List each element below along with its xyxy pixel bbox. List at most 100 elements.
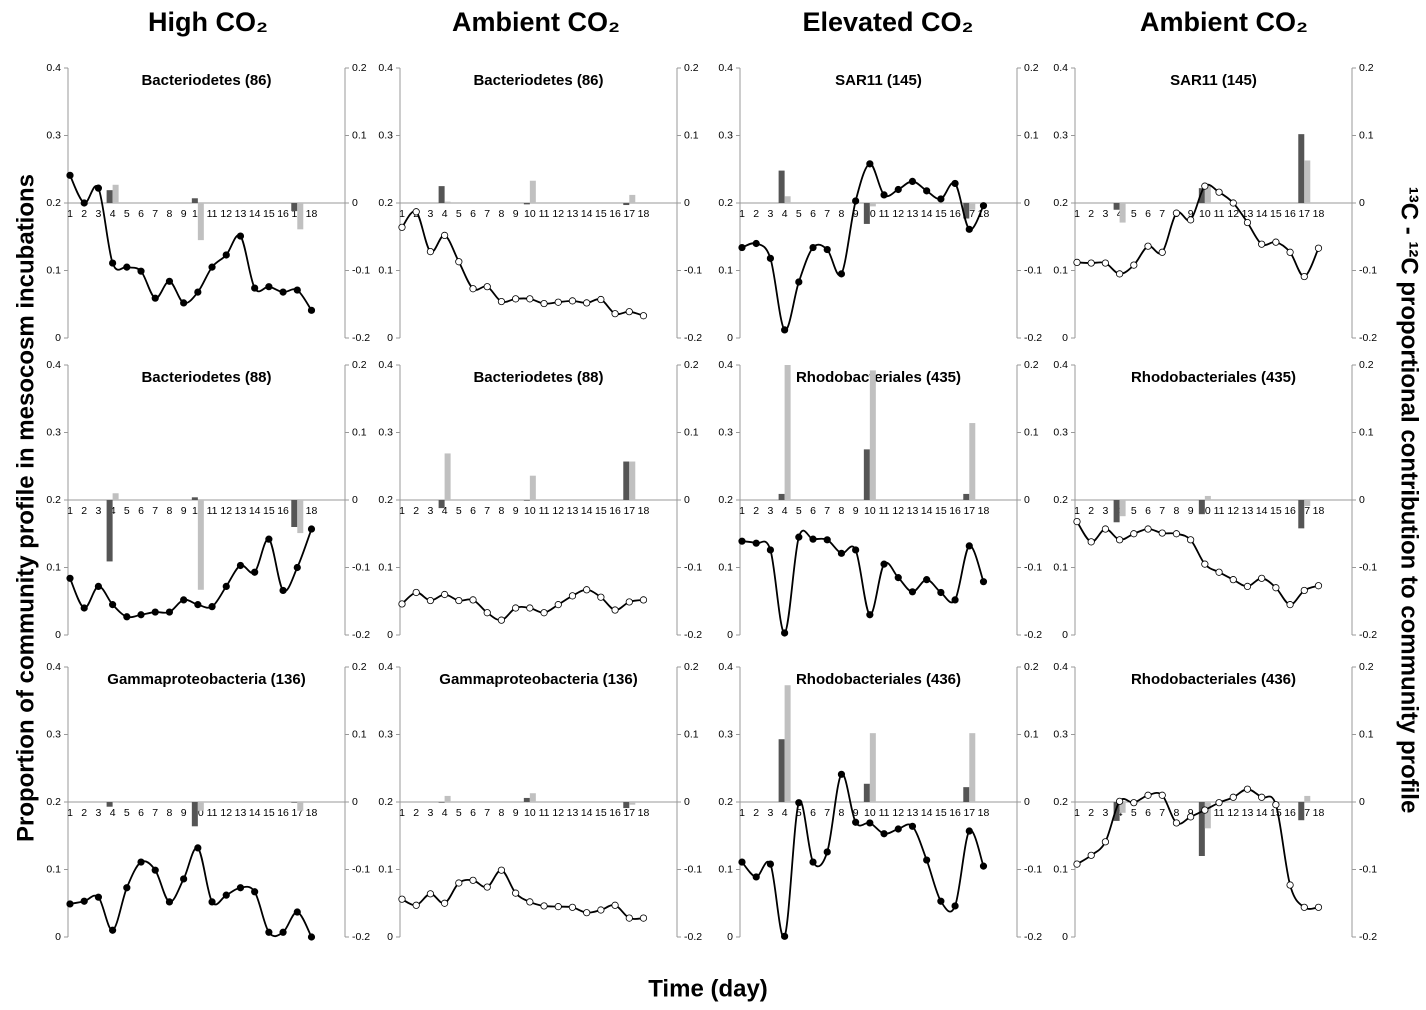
marker bbox=[1130, 530, 1138, 538]
x-tick-label: 11 bbox=[207, 505, 218, 517]
x-tick-label: 10 bbox=[864, 208, 876, 220]
x-tick-label: 16 bbox=[277, 807, 289, 819]
marker bbox=[1314, 903, 1323, 911]
x-tick-label: 14 bbox=[921, 807, 933, 819]
x-tick-label: 1 bbox=[1074, 505, 1080, 517]
marker bbox=[611, 606, 619, 614]
marker bbox=[526, 604, 534, 612]
y2-tick-label: -0.2 bbox=[352, 931, 370, 943]
x-tick-label: 7 bbox=[152, 505, 158, 517]
x-tick-label: 8 bbox=[499, 208, 505, 220]
y2-tick-label: 0.2 bbox=[684, 62, 699, 74]
panel-title: Bacteriodetes (86) bbox=[473, 72, 603, 89]
x-tick-label: 7 bbox=[152, 807, 158, 819]
x-tick-label: 11 bbox=[207, 807, 218, 819]
x-tick-label: 4 bbox=[782, 208, 788, 220]
y2-tick-label: 0 bbox=[1024, 796, 1030, 808]
marker bbox=[908, 588, 917, 596]
x-tick-label: 14 bbox=[581, 505, 593, 517]
marker bbox=[738, 243, 746, 252]
marker bbox=[165, 898, 174, 906]
x-tick-label: 1 bbox=[67, 505, 73, 517]
bar bbox=[629, 461, 636, 500]
marker bbox=[123, 613, 131, 621]
y-tick-label: 0.3 bbox=[1053, 426, 1068, 438]
marker bbox=[137, 611, 145, 619]
line bbox=[401, 869, 644, 920]
x-tick-label: 1 bbox=[1074, 208, 1080, 220]
x-tick-label: 9 bbox=[181, 807, 187, 819]
bar bbox=[1204, 495, 1211, 500]
marker bbox=[194, 288, 202, 296]
y-tick-label: 0.3 bbox=[1053, 728, 1068, 740]
marker bbox=[880, 830, 888, 838]
bar bbox=[106, 802, 113, 807]
marker bbox=[908, 177, 917, 185]
x-tick-label: 10 bbox=[524, 208, 536, 220]
x-tick-label: 13 bbox=[567, 807, 579, 819]
x-tick-label: 14 bbox=[249, 208, 261, 220]
x-tick-label: 6 bbox=[470, 505, 476, 517]
marker bbox=[469, 876, 477, 884]
marker bbox=[1286, 248, 1294, 256]
x-tick-label: 16 bbox=[609, 505, 621, 517]
marker bbox=[809, 858, 817, 866]
y-tick-label: 0.1 bbox=[378, 863, 393, 875]
bar bbox=[863, 449, 870, 500]
x-tick-label: 13 bbox=[907, 505, 919, 517]
marker bbox=[937, 195, 945, 203]
marker bbox=[1258, 793, 1266, 801]
x-tick-label: 16 bbox=[949, 208, 961, 220]
bar bbox=[784, 365, 791, 500]
column-title: Ambient CO₂ bbox=[1140, 7, 1308, 37]
marker bbox=[307, 306, 316, 314]
x-tick-label: 5 bbox=[796, 208, 802, 220]
y-tick-label: 0.2 bbox=[1053, 796, 1068, 808]
x-tick-label: 12 bbox=[552, 505, 564, 517]
marker bbox=[597, 295, 605, 304]
x-tick-label: 1 bbox=[739, 807, 745, 819]
x-tick-label: 3 bbox=[1102, 807, 1108, 819]
marker bbox=[1258, 240, 1266, 248]
x-tick-label: 12 bbox=[1227, 505, 1239, 517]
y2-tick-label: 0 bbox=[352, 796, 358, 808]
x-tick-label: 3 bbox=[95, 505, 101, 517]
marker bbox=[137, 858, 145, 866]
x-tick-label: 18 bbox=[638, 505, 650, 517]
x-tick-label: 3 bbox=[427, 208, 433, 220]
x-tick-label: 8 bbox=[167, 505, 173, 517]
marker bbox=[1144, 242, 1152, 250]
x-tick-label: 9 bbox=[1188, 505, 1194, 517]
marker bbox=[738, 858, 746, 866]
y2-tick-label: 0.2 bbox=[684, 661, 699, 673]
x-tick-label: 11 bbox=[879, 208, 890, 220]
marker bbox=[1172, 209, 1181, 217]
bar bbox=[1304, 795, 1311, 802]
x-axis-label: Time (day) bbox=[648, 975, 768, 1002]
line bbox=[69, 846, 313, 938]
marker bbox=[1286, 881, 1294, 889]
y-tick-label: 0.2 bbox=[378, 796, 393, 808]
x-tick-label: 9 bbox=[181, 208, 187, 220]
marker bbox=[66, 900, 74, 908]
marker bbox=[951, 179, 959, 188]
x-tick-label: 6 bbox=[138, 505, 144, 517]
x-tick-label: 3 bbox=[427, 505, 433, 517]
marker bbox=[412, 208, 420, 216]
x-tick-label: 5 bbox=[456, 208, 462, 220]
bar bbox=[969, 423, 976, 500]
bar bbox=[778, 170, 785, 203]
marker bbox=[151, 608, 159, 616]
marker bbox=[540, 609, 548, 617]
bar bbox=[784, 685, 791, 802]
x-tick-label: 9 bbox=[853, 505, 859, 517]
x-tick-label: 12 bbox=[892, 807, 904, 819]
y-tick-label: 0.3 bbox=[718, 728, 733, 740]
y2-tick-label: -0.1 bbox=[352, 561, 370, 573]
marker bbox=[923, 856, 931, 864]
y2-tick-label: -0.2 bbox=[1024, 332, 1042, 344]
x-tick-label: 5 bbox=[124, 208, 130, 220]
x-tick-label: 14 bbox=[581, 807, 593, 819]
marker bbox=[823, 536, 831, 544]
marker bbox=[1300, 903, 1308, 911]
